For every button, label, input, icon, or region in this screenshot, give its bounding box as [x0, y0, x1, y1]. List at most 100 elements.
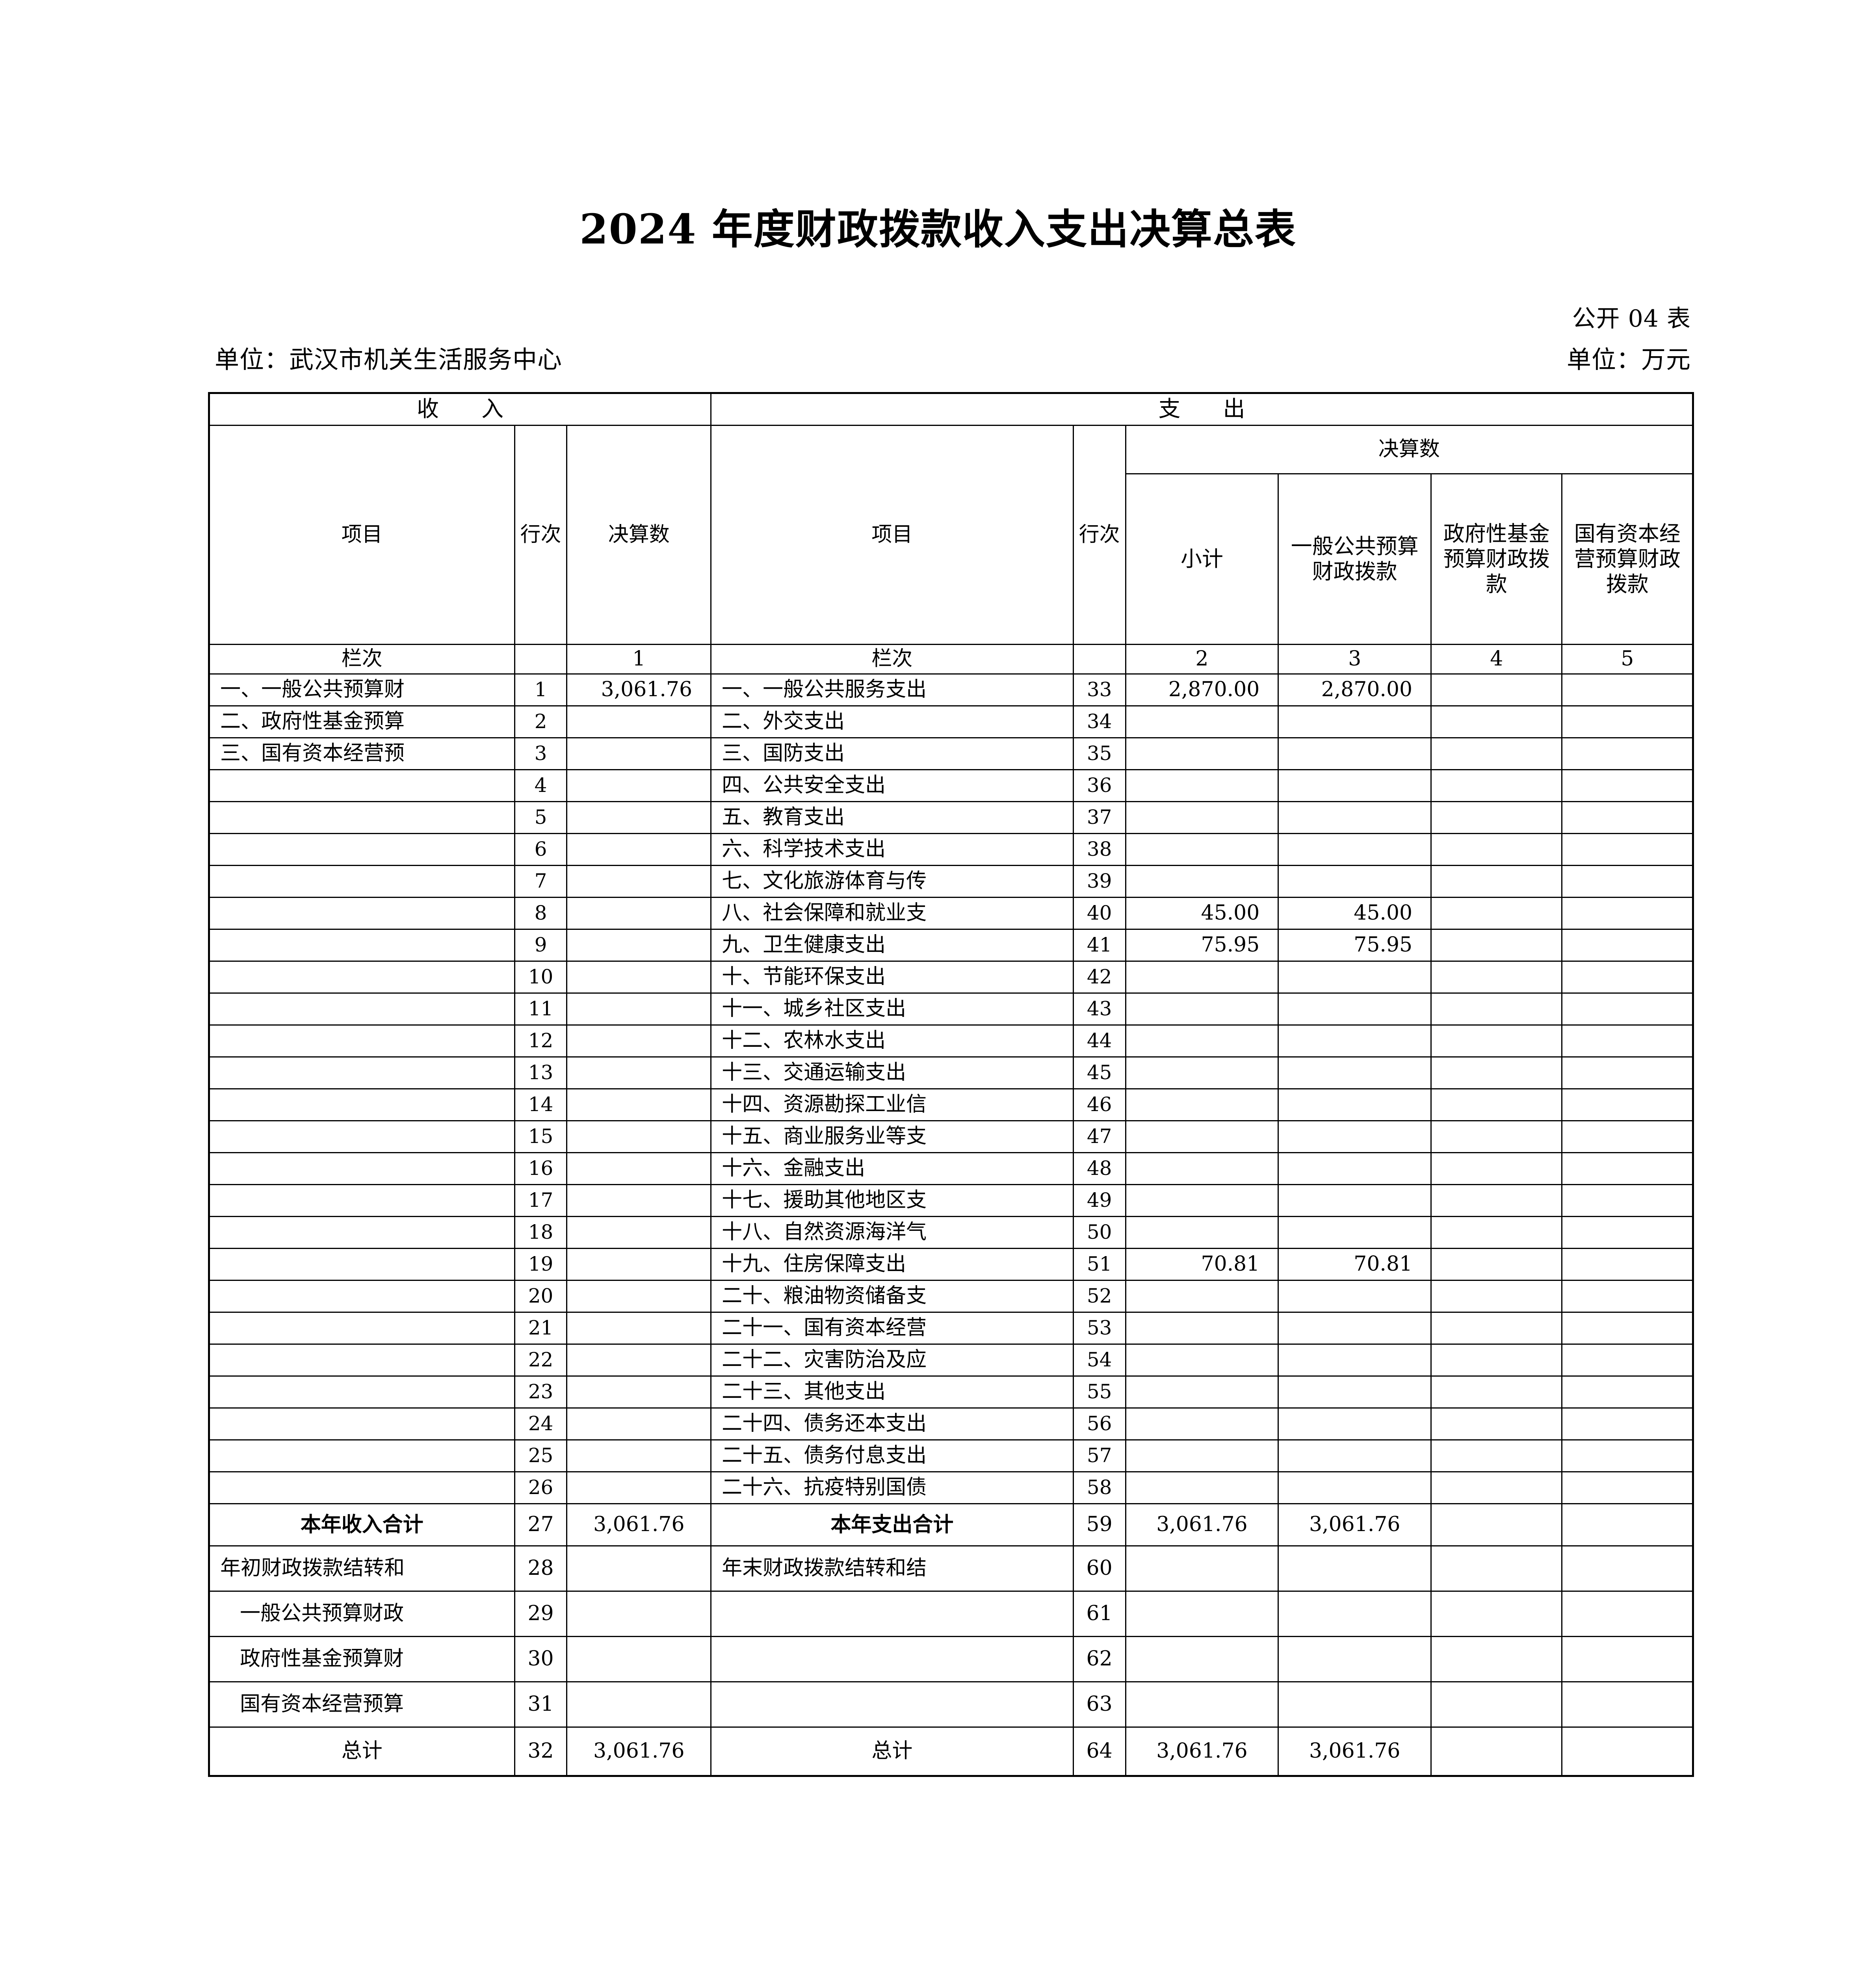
cell-income-value — [566, 1407, 712, 1440]
header-group-row: 项目 行次 决算数 项目 行次 决算数 — [208, 425, 1694, 645]
cell-expense-rowno: 46 — [1072, 1088, 1126, 1121]
cell-income-item: 政府性基金预算财 — [208, 1636, 515, 1682]
cell-income-value — [566, 1636, 712, 1682]
cell-expense-item: 九、卫生健康支出 — [710, 929, 1074, 962]
cell-expense-rowno: 62 — [1072, 1636, 1126, 1682]
cell-general-public — [1278, 1152, 1432, 1185]
cell-income-item — [208, 769, 515, 802]
cell-expense-item — [710, 1591, 1074, 1637]
cell-subtotal — [1125, 833, 1279, 866]
cell-expense-item: 二十五、债务付息支出 — [710, 1439, 1074, 1472]
header-state-capital: 国有资本经营预算财政拨款 — [1561, 473, 1694, 645]
cell-subtotal — [1125, 1681, 1279, 1728]
cell-expense-item: 三、国防支出 — [710, 737, 1074, 770]
cell-state-capital — [1561, 1088, 1694, 1121]
table-row: 21 二十一、国有资本经营 53 — [208, 1312, 1694, 1345]
cell-state-capital — [1561, 673, 1694, 706]
cell-expense-rowno: 34 — [1072, 705, 1126, 738]
cell-state-capital — [1561, 1727, 1694, 1777]
header-expense-item: 项目 — [710, 425, 1074, 645]
amount-unit-label: 单位：万元 — [1566, 345, 1691, 374]
cell-income-value — [566, 1375, 712, 1409]
cell-state-capital — [1561, 1248, 1694, 1281]
cell-expense-rowno: 53 — [1072, 1312, 1126, 1345]
cell-income-value — [566, 1152, 712, 1185]
table-row: 三、国有资本经营预 3 三、国防支出 35 — [208, 737, 1694, 770]
cell-income-rowno: 1 — [514, 673, 568, 706]
cell-expense-item: 一、一般公共服务支出 — [710, 673, 1074, 706]
cell-state-capital — [1561, 1344, 1694, 1377]
header-final-group: 决算数 — [1125, 425, 1694, 474]
cell-expense-item: 五、教育支出 — [710, 801, 1074, 834]
cell-income-value — [566, 1312, 712, 1345]
cell-income-value — [566, 1088, 712, 1121]
cell-expense-rowno: 43 — [1072, 992, 1126, 1026]
cell-expense-item: 十五、商业服务业等支 — [710, 1120, 1074, 1153]
lanci-left-label: 栏次 — [208, 644, 515, 675]
cell-income-item — [208, 1056, 515, 1089]
cell-income-value — [566, 992, 712, 1026]
cell-subtotal — [1125, 769, 1279, 802]
cell-income-value — [566, 1216, 712, 1249]
cell-income-value — [566, 1280, 712, 1313]
cell-gov-fund — [1430, 865, 1563, 898]
cell-general-public — [1278, 801, 1432, 834]
cell-subtotal: 3,061.76 — [1125, 1503, 1279, 1546]
page-title: 2024 年度财政拨款收入支出决算总表 — [580, 205, 1296, 253]
cell-subtotal — [1125, 1088, 1279, 1121]
cell-income-rowno: 26 — [514, 1471, 568, 1504]
cell-gov-fund — [1430, 769, 1563, 802]
lanci-col-5: 5 — [1561, 644, 1694, 675]
cell-expense-rowno: 58 — [1072, 1471, 1126, 1504]
cell-income-item — [208, 1120, 515, 1153]
cell-gov-fund — [1430, 1727, 1563, 1777]
cell-state-capital — [1561, 1152, 1694, 1185]
cell-income-item — [208, 833, 515, 866]
cell-income-item: 一般公共预算财政 — [208, 1591, 515, 1637]
cell-expense-item: 十三、交通运输支出 — [710, 1056, 1074, 1089]
cell-state-capital — [1561, 1024, 1694, 1057]
cell-income-value — [566, 1681, 712, 1728]
header-subtotal: 小计 — [1125, 473, 1279, 645]
cell-gov-fund — [1430, 737, 1563, 770]
cell-expense-item: 十一、城乡社区支出 — [710, 992, 1074, 1026]
cell-income-item: 总计 — [208, 1727, 515, 1777]
cell-gov-fund — [1430, 992, 1563, 1026]
header-income-rowno: 行次 — [514, 425, 568, 645]
cell-expense-item: 年末财政拨款结转和结 — [710, 1545, 1074, 1592]
cell-general-public: 2,870.00 — [1278, 673, 1432, 706]
cell-income-rowno: 3 — [514, 737, 568, 770]
cell-state-capital — [1561, 1681, 1694, 1728]
cell-subtotal: 75.95 — [1125, 929, 1279, 962]
cell-income-value — [566, 897, 712, 930]
cell-expense-rowno: 57 — [1072, 1439, 1126, 1472]
cell-subtotal — [1125, 1024, 1279, 1057]
cell-income-rowno: 27 — [514, 1503, 568, 1546]
cell-state-capital — [1561, 1056, 1694, 1089]
cell-expense-item: 十九、住房保障支出 — [710, 1248, 1074, 1281]
table-row: 18 十八、自然资源海洋气 50 — [208, 1216, 1694, 1249]
cell-expense-item: 本年支出合计 — [710, 1503, 1074, 1546]
cell-state-capital — [1561, 865, 1694, 898]
cell-income-rowno: 30 — [514, 1636, 568, 1682]
cell-income-item — [208, 865, 515, 898]
cell-state-capital — [1561, 1636, 1694, 1682]
cell-state-capital — [1561, 1184, 1694, 1217]
cell-income-value — [566, 865, 712, 898]
cell-general-public — [1278, 1439, 1432, 1472]
cell-general-public — [1278, 1471, 1432, 1504]
cell-income-item — [208, 1088, 515, 1121]
table-row: 二、政府性基金预算 2 二、外交支出 34 — [208, 705, 1694, 738]
header-general-public: 一般公共预算财政拨款 — [1278, 473, 1432, 645]
cell-expense-item: 二十二、灾害防治及应 — [710, 1344, 1074, 1377]
cell-income-item: 一、一般公共预算财 — [208, 673, 515, 706]
cell-subtotal — [1125, 1344, 1279, 1377]
cell-subtotal — [1125, 992, 1279, 1026]
cell-general-public: 70.81 — [1278, 1248, 1432, 1281]
cell-gov-fund — [1430, 961, 1563, 994]
table-row: 17 十七、援助其他地区支 49 — [208, 1184, 1694, 1217]
cell-subtotal — [1125, 1545, 1279, 1592]
cell-expense-item: 十六、金融支出 — [710, 1152, 1074, 1185]
cell-expense-item: 六、科学技术支出 — [710, 833, 1074, 866]
table-row: 14 十四、资源勘探工业信 46 — [208, 1088, 1694, 1121]
